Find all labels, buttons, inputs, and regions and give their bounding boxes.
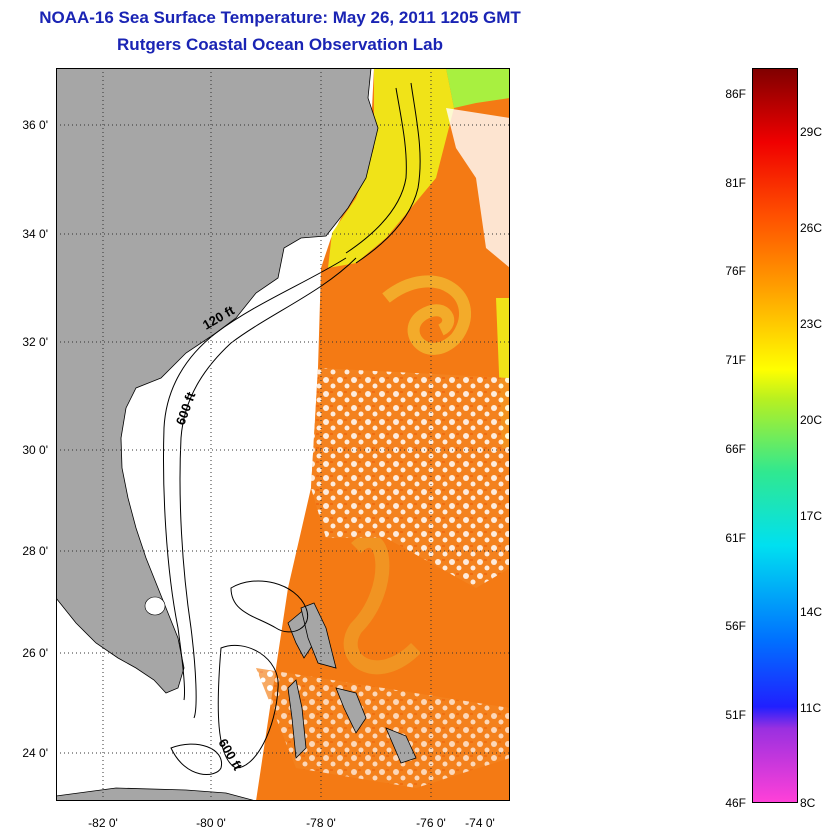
map-title: NOAA-16 Sea Surface Temperature: May 26,…: [39, 8, 521, 27]
lat-label: 32 0': [22, 335, 48, 349]
gulf-stream-eddy: [382, 275, 472, 355]
land-bahamas: [300, 602, 337, 669]
lat-label: 28 0': [22, 544, 48, 558]
colorbar-c-label: 8C: [800, 796, 816, 810]
temperature-colorbar: [752, 68, 798, 803]
lon-label: -74 0': [465, 816, 495, 830]
colorbar-c-label: 20C: [800, 413, 823, 427]
lon-label: -76 0': [416, 816, 446, 830]
cloud-cover: [446, 108, 510, 268]
colorbar-c-label: 14C: [800, 605, 823, 619]
colorbar-c-label: 26C: [800, 221, 823, 235]
contour-600ft: [179, 257, 357, 719]
land-us-coast: [56, 68, 379, 694]
cloud-cover: [311, 368, 510, 588]
sst-map: 120 ft 600 ft 600 ft: [56, 68, 510, 801]
cloud-cover: [256, 668, 510, 788]
lat-label: 30 0': [22, 443, 48, 457]
contour-nc-shelf: [355, 82, 421, 264]
sst-green-band: [446, 68, 510, 108]
colorbar-f-label: 46F: [725, 796, 746, 810]
lat-label: 34 0': [22, 227, 48, 241]
map-subtitle: Rutgers Coastal Ocean Observation Lab: [117, 35, 443, 54]
land-bahamas: [335, 687, 367, 734]
lat-label: 36 0': [22, 118, 48, 132]
lake-okeechobee: [144, 596, 166, 616]
lon-label: -80 0': [196, 816, 226, 830]
land-bahamas: [385, 727, 417, 764]
colorbar-f-label: 61F: [725, 531, 746, 545]
colorbar-c-label: 23C: [800, 317, 823, 331]
colorbar-f-label: 86F: [725, 87, 746, 101]
gulf-stream-eddy: [343, 533, 421, 675]
contour-bahamas: [217, 644, 279, 769]
colorbar-f-label: 81F: [725, 176, 746, 190]
contour-bahamas: [170, 743, 222, 775]
colorbar-c-label: 29C: [800, 125, 823, 139]
colorbar-f-label: 51F: [725, 708, 746, 722]
colorbar-f-label: 66F: [725, 442, 746, 456]
lat-label: 26 0': [22, 646, 48, 660]
sst-cool-band: [328, 68, 454, 268]
contour-bahamas: [230, 580, 309, 633]
lon-label: -78 0': [306, 816, 336, 830]
colorbar-f-label: 71F: [725, 353, 746, 367]
contour-nc-shelf: [345, 87, 407, 254]
colorbar-c-label: 17C: [800, 509, 823, 523]
colorbar-f-label: 76F: [725, 264, 746, 278]
land-cuba: [56, 787, 257, 801]
colorbar-f-label: 56F: [725, 619, 746, 633]
contour-120ft: [163, 257, 347, 701]
land-bahamas: [287, 679, 307, 759]
lon-label: -82 0': [88, 816, 118, 830]
lat-label: 24 0': [22, 746, 48, 760]
colorbar-c-label: 11C: [800, 701, 822, 715]
